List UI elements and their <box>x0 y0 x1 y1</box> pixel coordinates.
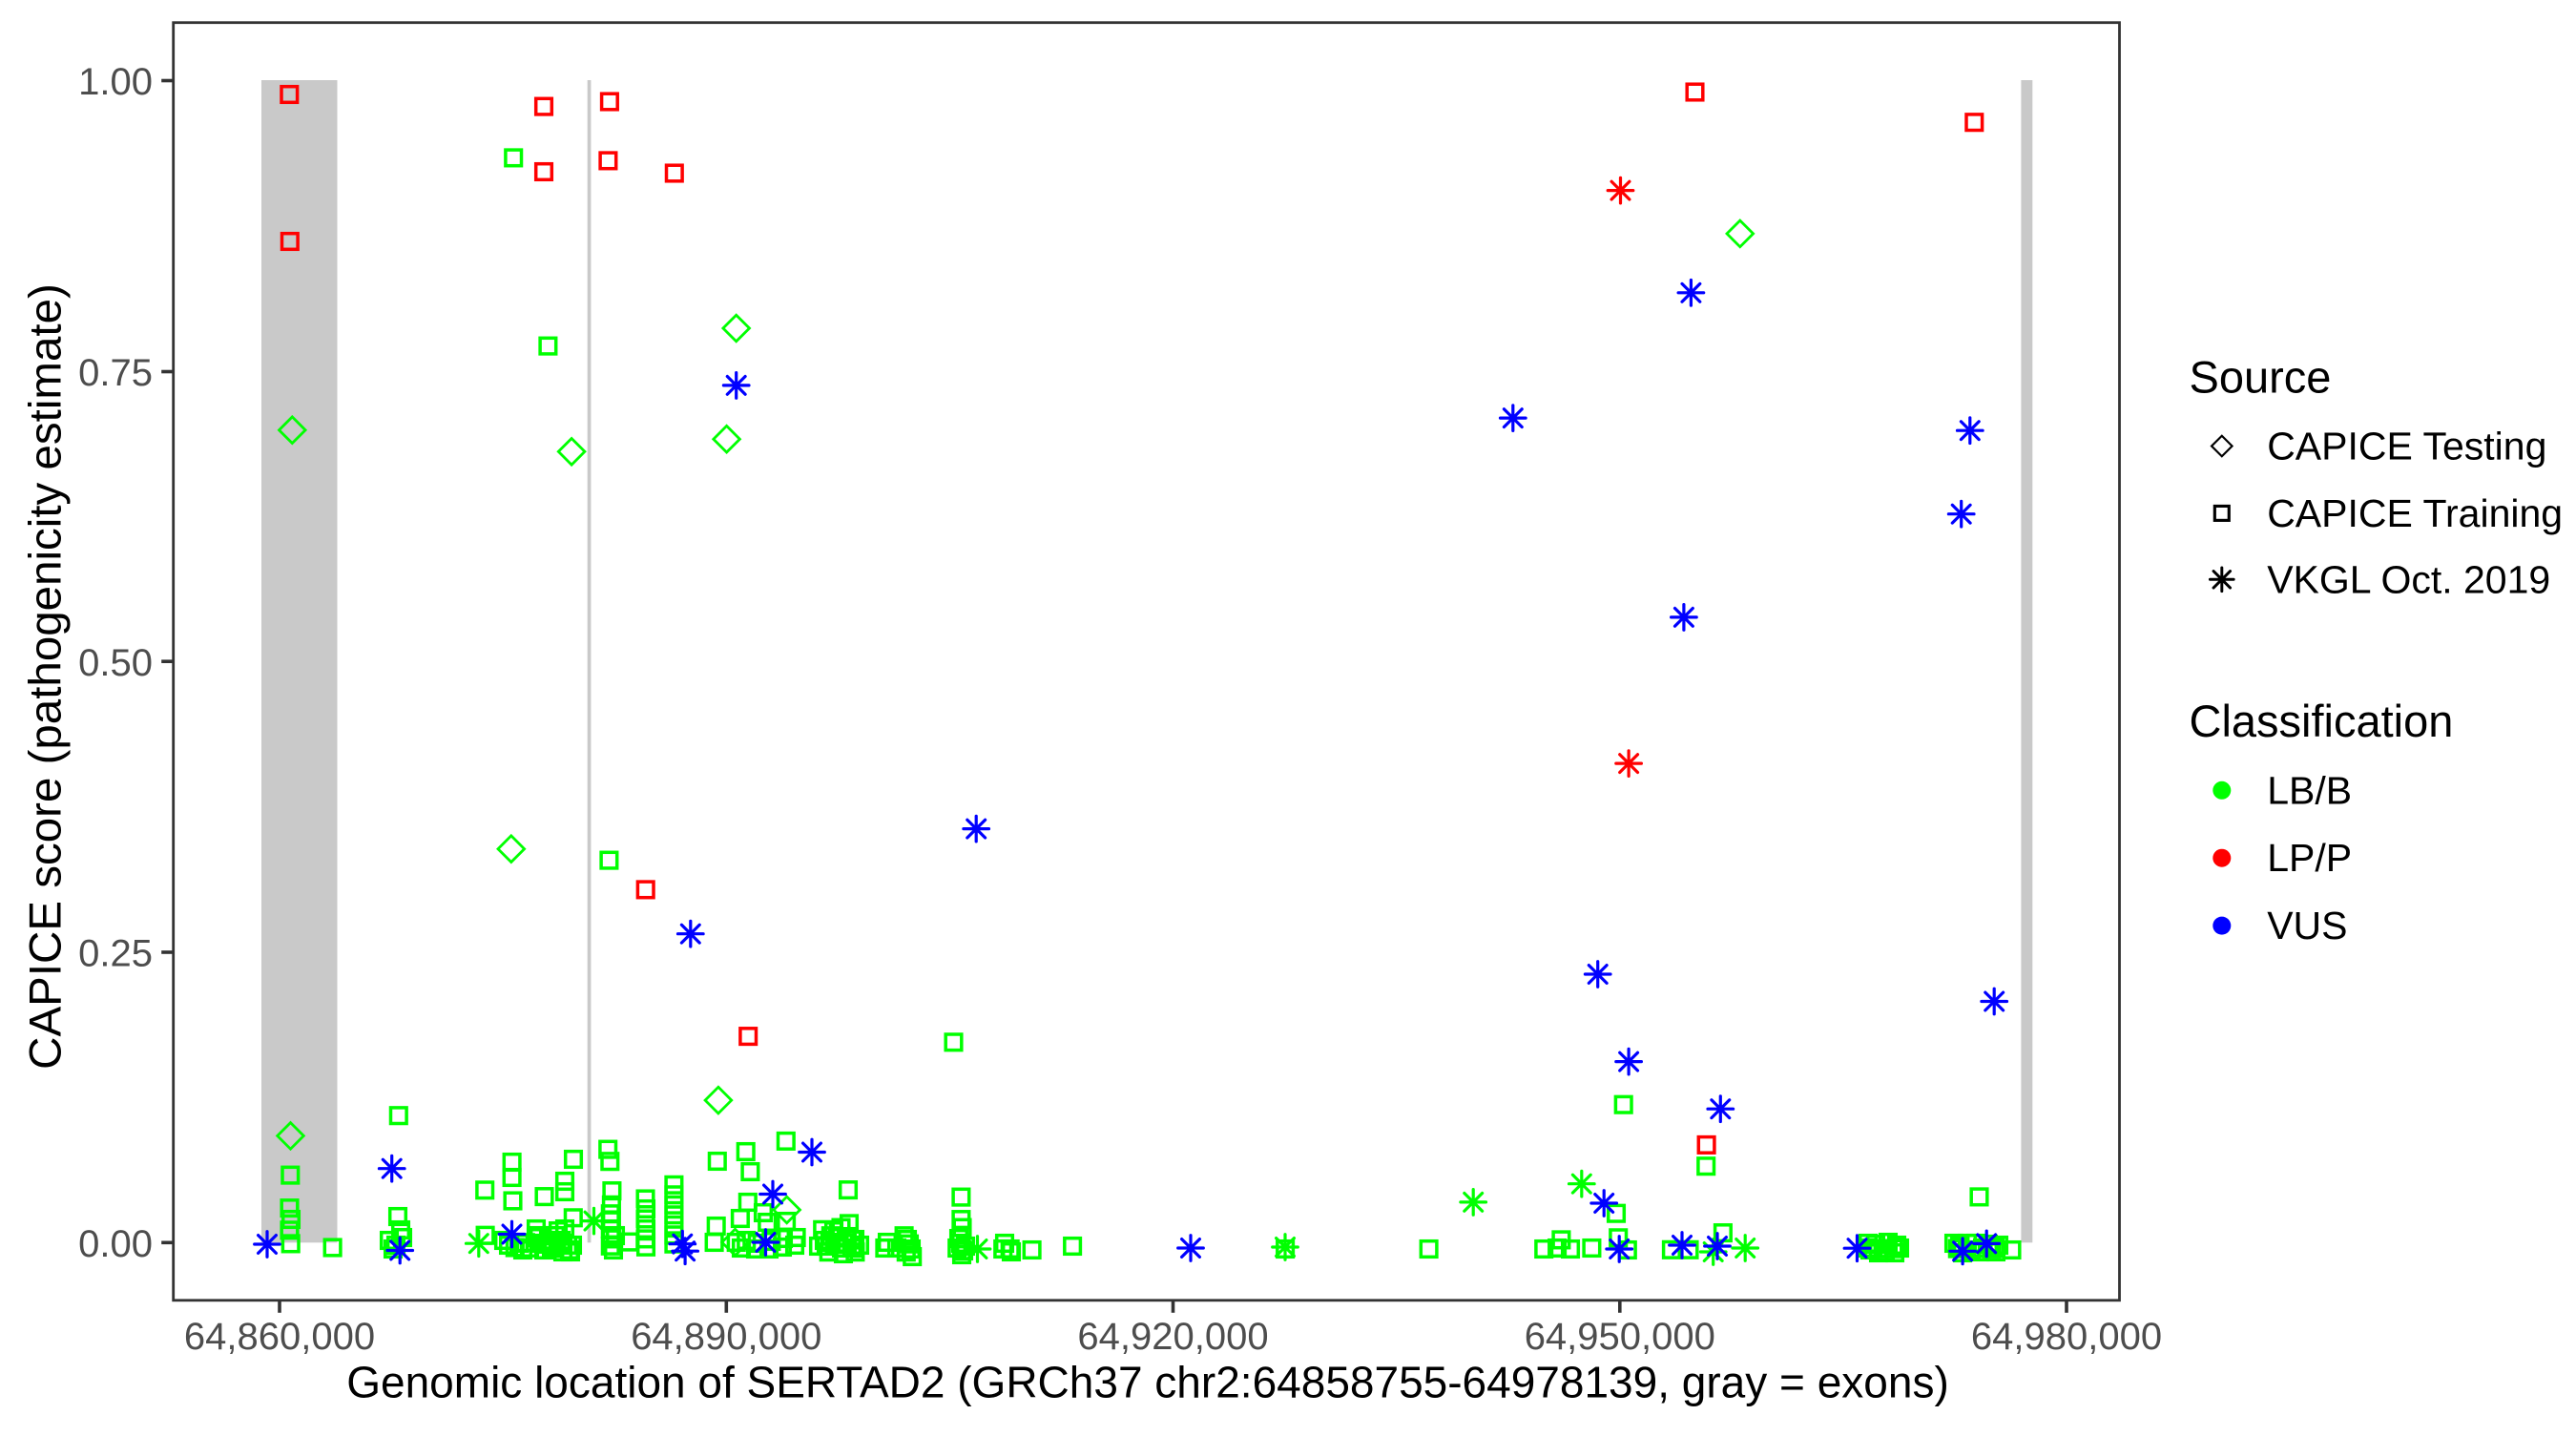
svg-text:64,920,000: 64,920,000 <box>1077 1316 1268 1358</box>
svg-text:64,860,000: 64,860,000 <box>184 1316 375 1358</box>
svg-text:CAPICE Testing: CAPICE Testing <box>2267 425 2546 468</box>
svg-text:CAPICE score (pathogenicity es: CAPICE score (pathogenicity estimate) <box>21 283 72 1070</box>
svg-text:0.75: 0.75 <box>78 352 153 394</box>
svg-text:64,890,000: 64,890,000 <box>631 1316 821 1358</box>
svg-text:0.50: 0.50 <box>78 642 153 684</box>
svg-text:Source: Source <box>2190 352 2332 403</box>
svg-text:VKGL Oct. 2019: VKGL Oct. 2019 <box>2267 557 2550 601</box>
svg-text:64,980,000: 64,980,000 <box>1971 1316 2162 1358</box>
svg-text:64,950,000: 64,950,000 <box>1525 1316 1715 1358</box>
svg-text:VUS: VUS <box>2267 904 2347 947</box>
svg-text:0.25: 0.25 <box>78 933 153 975</box>
svg-text:CAPICE Training: CAPICE Training <box>2267 491 2563 535</box>
svg-text:LB/B: LB/B <box>2267 768 2352 812</box>
svg-text:1.00: 1.00 <box>78 61 153 103</box>
svg-text:Classification: Classification <box>2190 696 2454 746</box>
svg-text:LP/P: LP/P <box>2267 836 2352 880</box>
svg-text:0.00: 0.00 <box>78 1223 153 1265</box>
svg-text:Genomic location of SERTAD2 (G: Genomic location of SERTAD2 (GRCh37 chr2… <box>346 1358 1949 1407</box>
